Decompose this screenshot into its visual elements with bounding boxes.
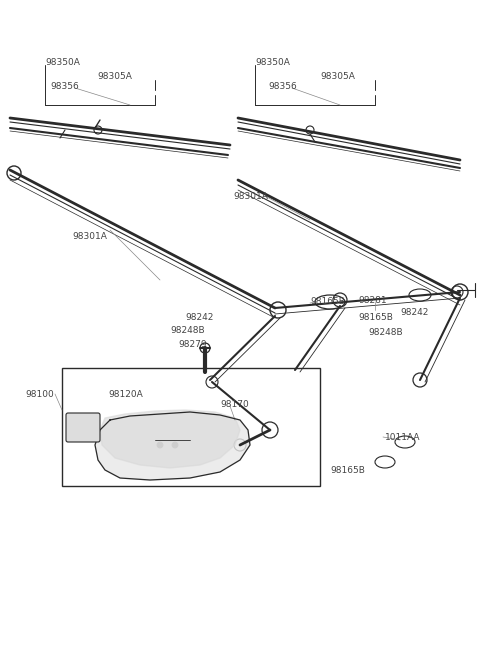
Text: 98165B: 98165B — [310, 297, 345, 306]
Circle shape — [71, 418, 79, 426]
Text: 98120A: 98120A — [108, 390, 143, 399]
Text: 98279: 98279 — [178, 340, 206, 349]
Circle shape — [157, 442, 163, 448]
Text: 98301A: 98301A — [72, 232, 107, 241]
Text: 98248B: 98248B — [170, 326, 204, 335]
Text: 98100: 98100 — [25, 390, 54, 399]
Text: 98248B: 98248B — [368, 328, 403, 337]
Text: 98356: 98356 — [50, 82, 79, 91]
Text: 98356: 98356 — [268, 82, 297, 91]
Text: 98242: 98242 — [185, 313, 214, 322]
Circle shape — [172, 442, 178, 448]
Text: 98165B: 98165B — [358, 313, 393, 322]
Text: 1011AA: 1011AA — [385, 433, 420, 442]
Text: 98305A: 98305A — [320, 72, 355, 81]
Circle shape — [86, 418, 94, 426]
Text: 98170: 98170 — [220, 400, 249, 409]
Polygon shape — [100, 410, 240, 468]
Polygon shape — [95, 412, 250, 480]
Text: 98242: 98242 — [400, 308, 428, 317]
FancyBboxPatch shape — [66, 413, 100, 442]
Text: 98165B: 98165B — [330, 466, 365, 475]
Text: 98350A: 98350A — [255, 58, 290, 67]
Bar — [62, 368, 320, 486]
Text: 98301A: 98301A — [233, 192, 268, 201]
Text: 98281: 98281 — [358, 296, 386, 305]
Text: 98350A: 98350A — [45, 58, 80, 67]
Text: 98305A: 98305A — [97, 72, 132, 81]
